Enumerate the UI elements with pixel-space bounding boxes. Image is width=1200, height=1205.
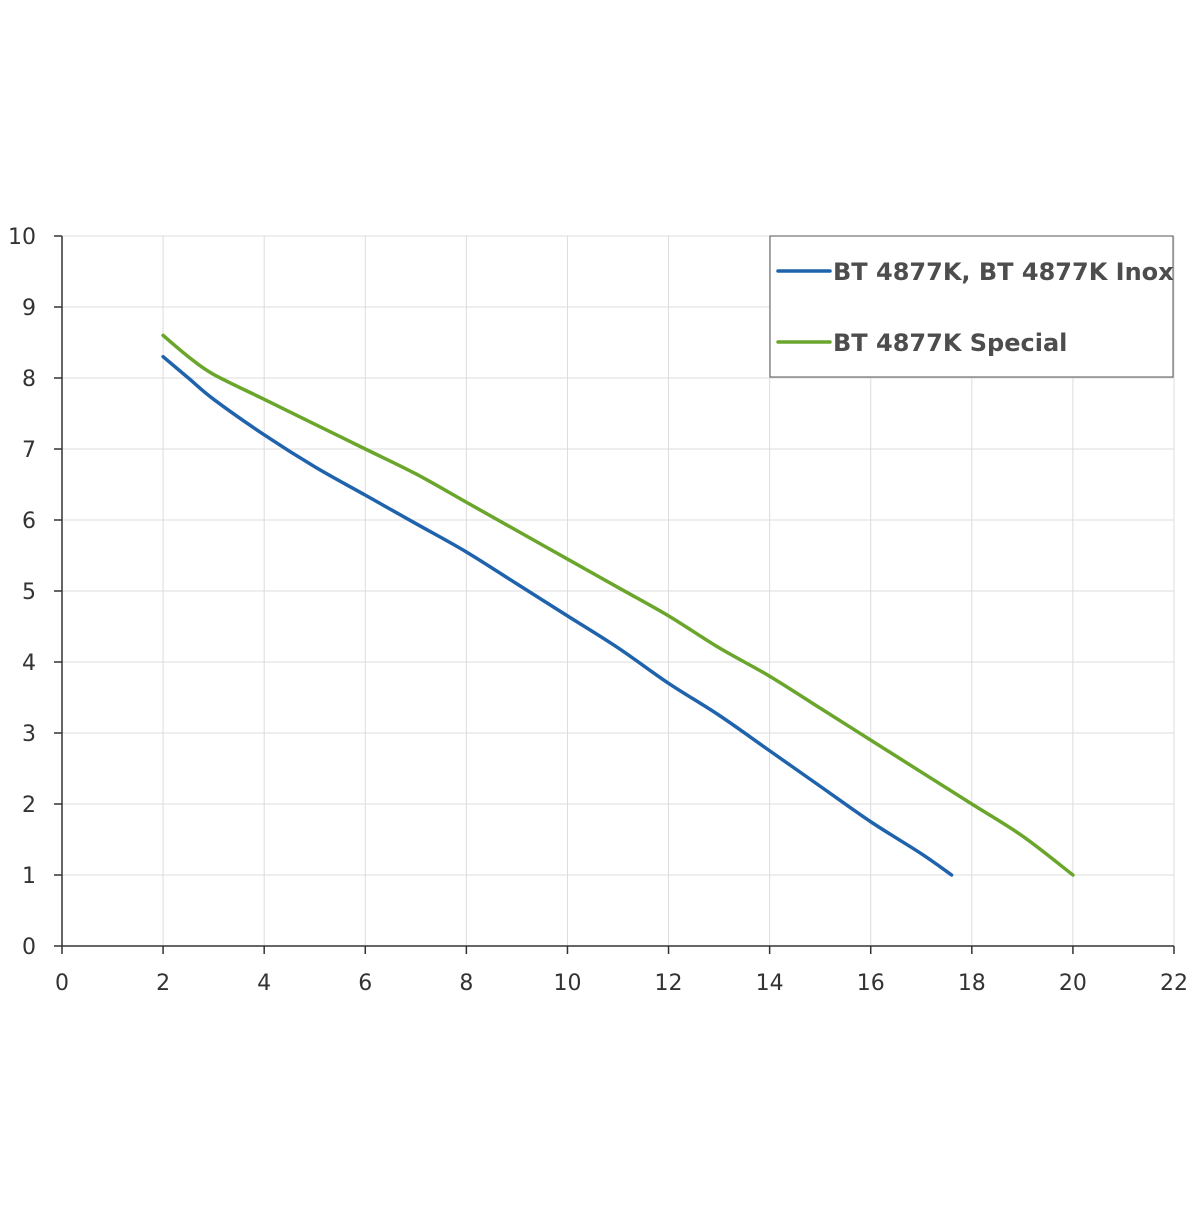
y-tick-label-6: 6 [22, 509, 36, 534]
y-tick-label-7: 7 [22, 438, 36, 463]
legend-label-bt-4877k-special: BT 4877K Special [833, 329, 1067, 357]
axes [54, 235, 1175, 954]
x-tick-label-12: 12 [655, 971, 683, 996]
x-tick-label-8: 8 [459, 971, 473, 996]
x-tick-label-10: 10 [553, 971, 581, 996]
legend: BT 4877K, BT 4877K Inox BT 4877K Special [769, 235, 1174, 378]
x-tick-label-16: 16 [857, 971, 885, 996]
legend-label-bt-4877k: BT 4877K, BT 4877K Inox [833, 258, 1174, 286]
series [161, 333, 1075, 877]
x-tick-label-18: 18 [958, 971, 986, 996]
x-tick-label-14: 14 [756, 971, 784, 996]
series-line-1 [161, 333, 1075, 877]
y-tick-label-10: 10 [8, 225, 36, 250]
y-tick-label-2: 2 [22, 793, 36, 818]
y-tick-label-9: 9 [22, 296, 36, 321]
y-tick-label-0: 0 [22, 935, 36, 960]
y-tick-label-3: 3 [22, 722, 36, 747]
y-tick-label-1: 1 [22, 864, 36, 889]
y-tick-label-4: 4 [22, 651, 36, 676]
x-tick-label-4: 4 [257, 971, 271, 996]
x-tick-label-22: 22 [1160, 971, 1188, 996]
x-tick-label-20: 20 [1059, 971, 1087, 996]
y-tick-label-5: 5 [22, 580, 36, 605]
legend-box [769, 235, 1174, 378]
x-tick-label-2: 2 [156, 971, 170, 996]
series-line-0 [161, 354, 954, 877]
grid [62, 235, 1175, 946]
x-tick-label-6: 6 [358, 971, 372, 996]
x-tick-label-0: 0 [55, 971, 69, 996]
y-tick-label-8: 8 [22, 367, 36, 392]
